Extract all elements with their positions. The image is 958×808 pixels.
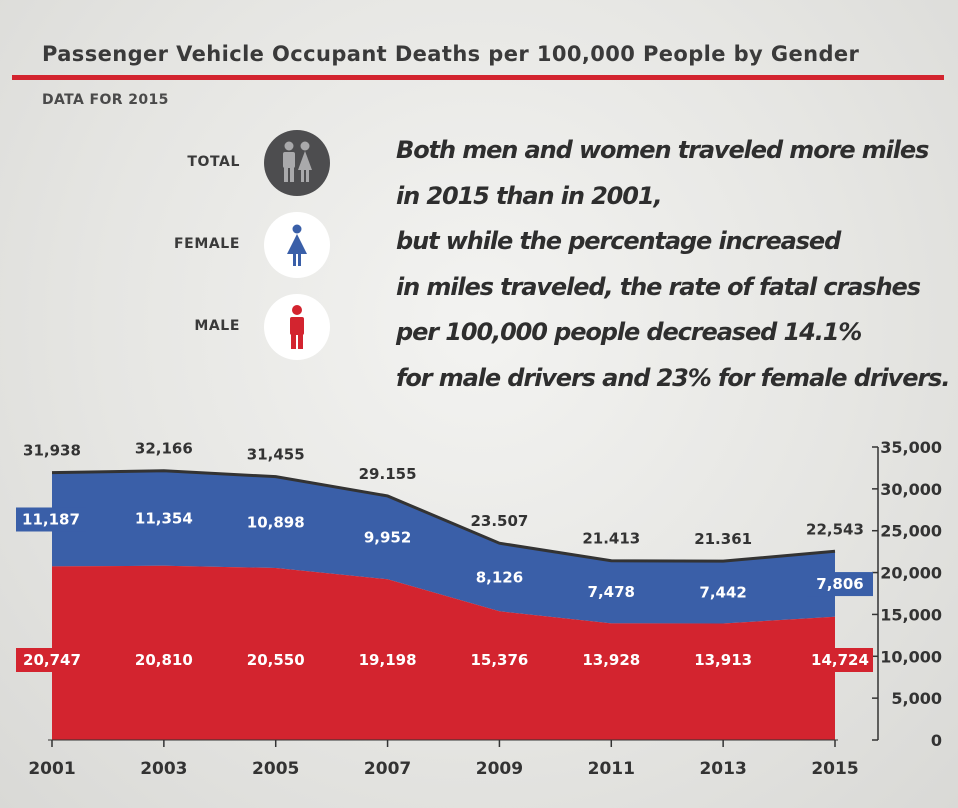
male-icon — [290, 305, 304, 349]
male-end-tab — [807, 648, 873, 672]
female-end-tab — [16, 507, 86, 532]
female-data-label: 7,442 — [699, 583, 746, 601]
y-tick-label: 15,000 — [880, 605, 942, 624]
male-data-label: 13,913 — [694, 651, 752, 669]
y-tick-label: 30,000 — [880, 480, 942, 499]
x-tick-label: 2001 — [28, 759, 75, 779]
male-data-label: 20,810 — [135, 651, 193, 669]
total-data-label: 21.413 — [582, 530, 640, 548]
total-data-label: 32,166 — [135, 440, 193, 458]
male-end-tab — [16, 648, 88, 672]
area-chart: 2001 2003 2005 2007 2009 2011 2013 2015 0 5,000 10… — [16, 438, 942, 779]
y-tick-label: 0 — [931, 731, 942, 750]
x-tick-label: 2013 — [699, 759, 746, 779]
female-data-label: 11,354 — [135, 509, 193, 527]
couple-icon — [264, 130, 330, 196]
female-data-label: 7,478 — [588, 583, 635, 601]
male-data-label: 20,747 — [23, 651, 81, 669]
headline-line: per 100,000 people decreased 14.1% — [396, 318, 862, 346]
total-data-label: 31,938 — [23, 442, 81, 460]
female-area — [52, 470, 835, 624]
male-data-label: 13,928 — [582, 651, 640, 669]
legend-total-circle — [264, 130, 330, 196]
female-icon — [287, 224, 307, 266]
x-tick-label: 2009 — [476, 759, 523, 779]
male-data-label: 20,550 — [247, 651, 305, 669]
legend-male-circle — [264, 294, 330, 360]
legend-female-circle — [264, 212, 330, 278]
female-data-label: 9,952 — [364, 529, 411, 547]
female-data-label: 7,806 — [816, 575, 863, 593]
total-data-label: 29.155 — [359, 465, 417, 483]
x-tick-label: 2005 — [252, 759, 299, 779]
title-rule — [12, 75, 944, 80]
headline-line: in 2015 than in 2001, — [396, 181, 663, 210]
female-data-label: 11,187 — [22, 510, 80, 528]
headline-line: but while the percentage increased — [396, 227, 841, 255]
y-tick-label: 20,000 — [880, 564, 942, 583]
y-tick-label: 35,000 — [880, 438, 942, 457]
female-data-label: 10,898 — [247, 513, 305, 531]
y-tick-label: 25,000 — [880, 522, 942, 541]
x-tick-label: 2007 — [364, 759, 411, 779]
x-tick-label: 2015 — [811, 759, 858, 779]
headline-line: in miles traveled, the rate of fatal cra… — [396, 272, 921, 301]
x-tick-label: 2011 — [588, 759, 635, 779]
headline-text: Both men and women traveled more miles i… — [396, 128, 950, 401]
total-data-label: 23.507 — [470, 512, 528, 530]
x-tick-label: 2003 — [140, 759, 187, 779]
chart-title: Passenger Vehicle Occupant Deaths per 10… — [42, 42, 860, 66]
legend-label-total: TOTAL — [187, 154, 240, 170]
total-line — [51, 469, 836, 563]
y-tick-label: 5,000 — [891, 689, 942, 708]
legend-label-male: MALE — [194, 318, 240, 334]
male-data-label: 14,724 — [811, 651, 869, 669]
total-data-label: 21.361 — [694, 530, 752, 548]
male-data-label: 15,376 — [470, 651, 528, 669]
male-data-label: 19,198 — [359, 651, 417, 669]
total-data-label: 31,455 — [247, 446, 305, 464]
female-end-tab — [807, 572, 873, 597]
female-data-label: 8,126 — [476, 568, 523, 586]
male-area — [52, 565, 835, 740]
headline-line: for male drivers and 23% for female driv… — [396, 363, 950, 392]
legend-label-female: FEMALE — [174, 236, 240, 252]
total-data-label: 22,543 — [806, 520, 864, 538]
headline-line: Both men and women traveled more miles — [396, 136, 929, 164]
y-tick-label: 10,000 — [880, 647, 942, 666]
chart-subtitle: DATA FOR 2015 — [42, 92, 169, 108]
